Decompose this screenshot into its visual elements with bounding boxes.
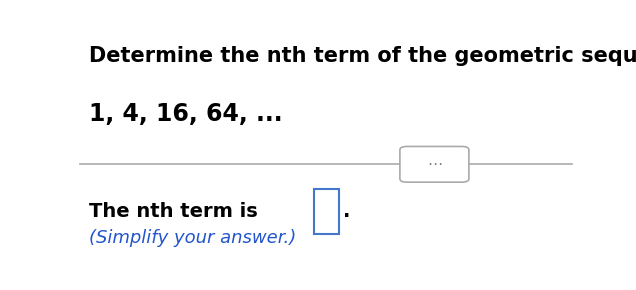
Text: (Simplify your answer.): (Simplify your answer.) bbox=[89, 229, 296, 247]
Text: Determine the nth term of the geometric sequence.: Determine the nth term of the geometric … bbox=[89, 46, 636, 66]
Text: ⋯: ⋯ bbox=[427, 157, 442, 172]
Text: 1, 4, 16, 64, ...: 1, 4, 16, 64, ... bbox=[89, 102, 283, 126]
Text: The nth term is: The nth term is bbox=[89, 202, 258, 221]
FancyBboxPatch shape bbox=[314, 189, 339, 233]
FancyBboxPatch shape bbox=[400, 146, 469, 182]
Text: .: . bbox=[343, 202, 350, 221]
